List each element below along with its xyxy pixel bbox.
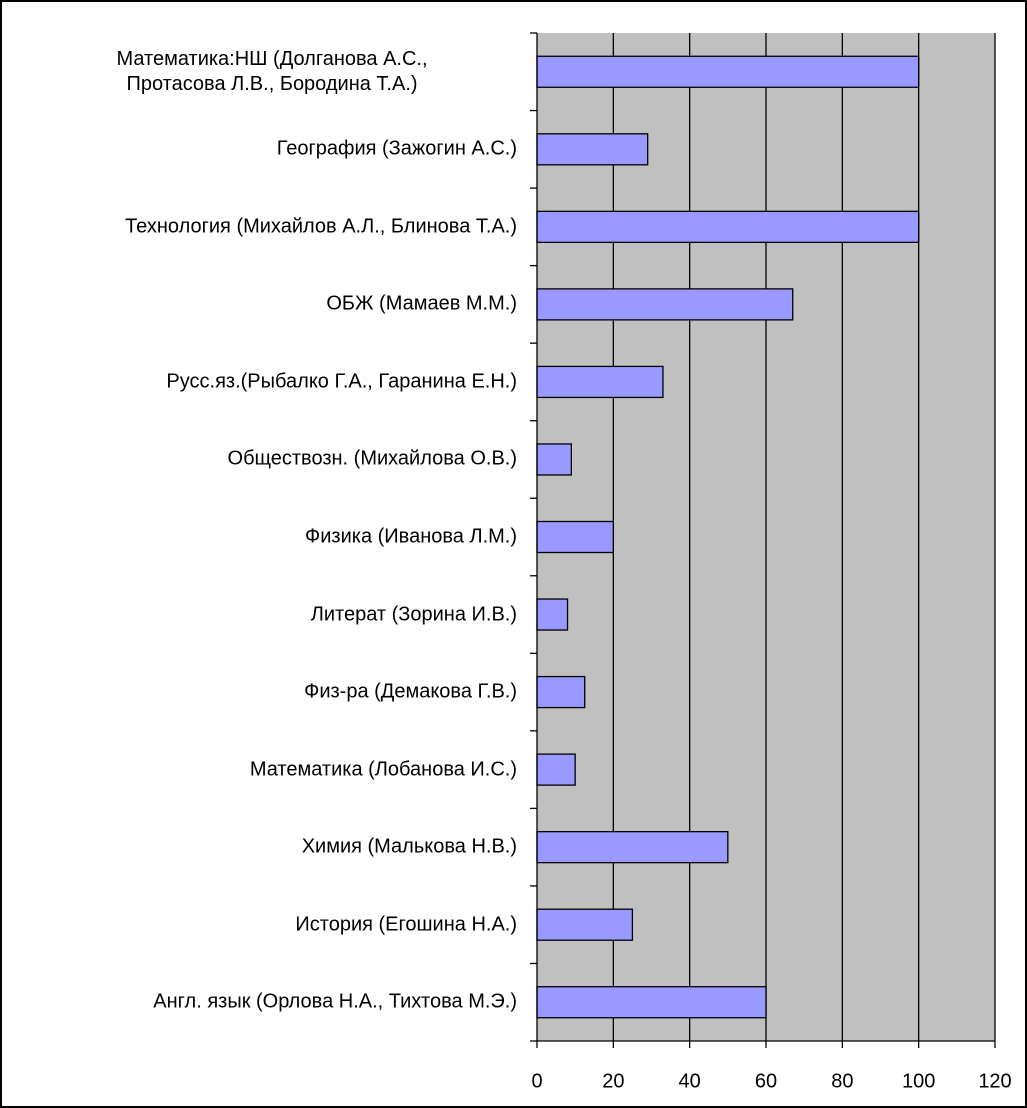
bar <box>536 210 920 244</box>
y-tick-label: Технология (Михайлов А.Л., Блинова Т.А.) <box>125 215 517 238</box>
bar <box>536 675 586 709</box>
y-tick-label: Химия (Малькова Н.В.) <box>301 835 517 858</box>
bar <box>536 753 576 786</box>
x-tick-label: 80 <box>831 1070 853 1092</box>
x-tick-label: 0 <box>531 1070 542 1092</box>
bar <box>536 133 649 166</box>
bar <box>536 55 920 88</box>
bar <box>536 598 569 631</box>
y-tick-label: Англ. язык (Орлова Н.А., Тихтова М.Э.) <box>153 990 517 1013</box>
y-tick-label: История (Егошина Н.А.) <box>295 913 517 936</box>
bar <box>536 443 572 476</box>
bar <box>536 288 794 321</box>
y-tick-label: География (Зажогин А.С.) <box>276 137 517 160</box>
bar <box>536 365 664 399</box>
bar <box>536 520 614 554</box>
y-tick-label: Математика (Лобанова И.С.) <box>249 758 517 781</box>
bar <box>536 986 767 1019</box>
y-tick-label: Математика:НШ (Долганова А.С., Протасова… <box>116 47 428 95</box>
y-tick-label: Русс.яз.(Рыбалко Г.А., Гаранина Е.Н.) <box>166 370 517 393</box>
y-tick-label: Физика (Иванова Л.М.) <box>305 525 517 548</box>
x-tick-label: 20 <box>602 1070 624 1092</box>
x-tick-label: 120 <box>978 1070 1011 1092</box>
y-tick-label: Физ-ра (Демакова Г.В.) <box>304 680 517 703</box>
bar <box>536 830 729 864</box>
x-tick-label: 40 <box>679 1070 701 1092</box>
y-tick-label: Обществозн. (Михайлова О.В.) <box>227 447 517 470</box>
y-tick-label: ОБЖ (Мамаев М.М.) <box>326 292 517 315</box>
x-tick-label: 60 <box>755 1070 777 1092</box>
y-tick-label: Литерат (Зорина И.В.) <box>310 603 517 626</box>
x-tick-label: 100 <box>902 1070 935 1092</box>
bar <box>536 908 634 941</box>
